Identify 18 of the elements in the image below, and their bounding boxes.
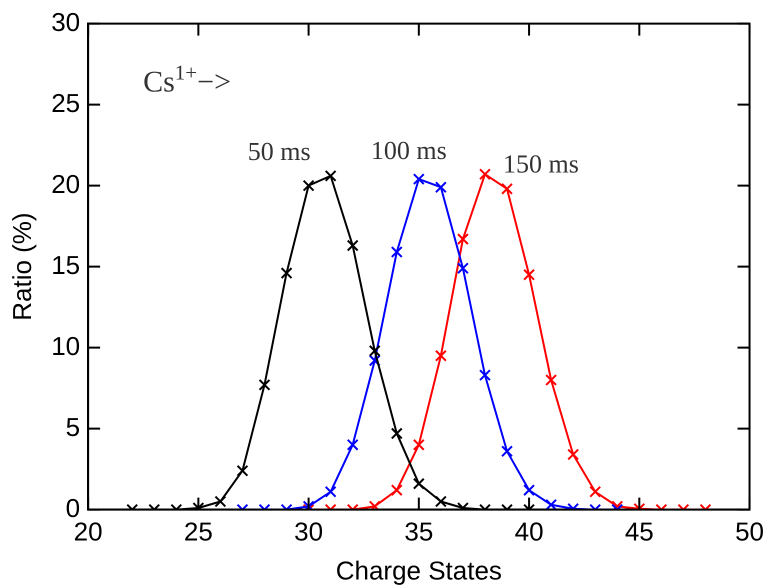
x-tick-label: 30 — [294, 516, 324, 546]
series-label: 50 ms — [248, 136, 311, 166]
y-tick-label: 5 — [66, 412, 80, 442]
y-tick-label: 30 — [51, 6, 80, 37]
y-tick-label: 25 — [51, 88, 80, 118]
series-label: 100 ms — [370, 136, 447, 166]
x-axis-title: Charge States — [336, 556, 502, 586]
x-tick-label: 25 — [184, 516, 213, 546]
series-label: 150 ms — [502, 149, 579, 178]
x-tick-label: 50 — [735, 516, 764, 546]
y-tick-label: 0 — [66, 492, 80, 523]
y-tick-label: 20 — [51, 168, 80, 199]
x-tick-label: 35 — [404, 516, 434, 546]
x-tick-label: 40 — [514, 516, 544, 546]
y-tick-label: 10 — [51, 330, 80, 361]
y-tick-label: 15 — [51, 250, 80, 280]
x-tick-label: 45 — [624, 516, 654, 546]
y-axis-title: Ratio (%) — [6, 212, 37, 321]
